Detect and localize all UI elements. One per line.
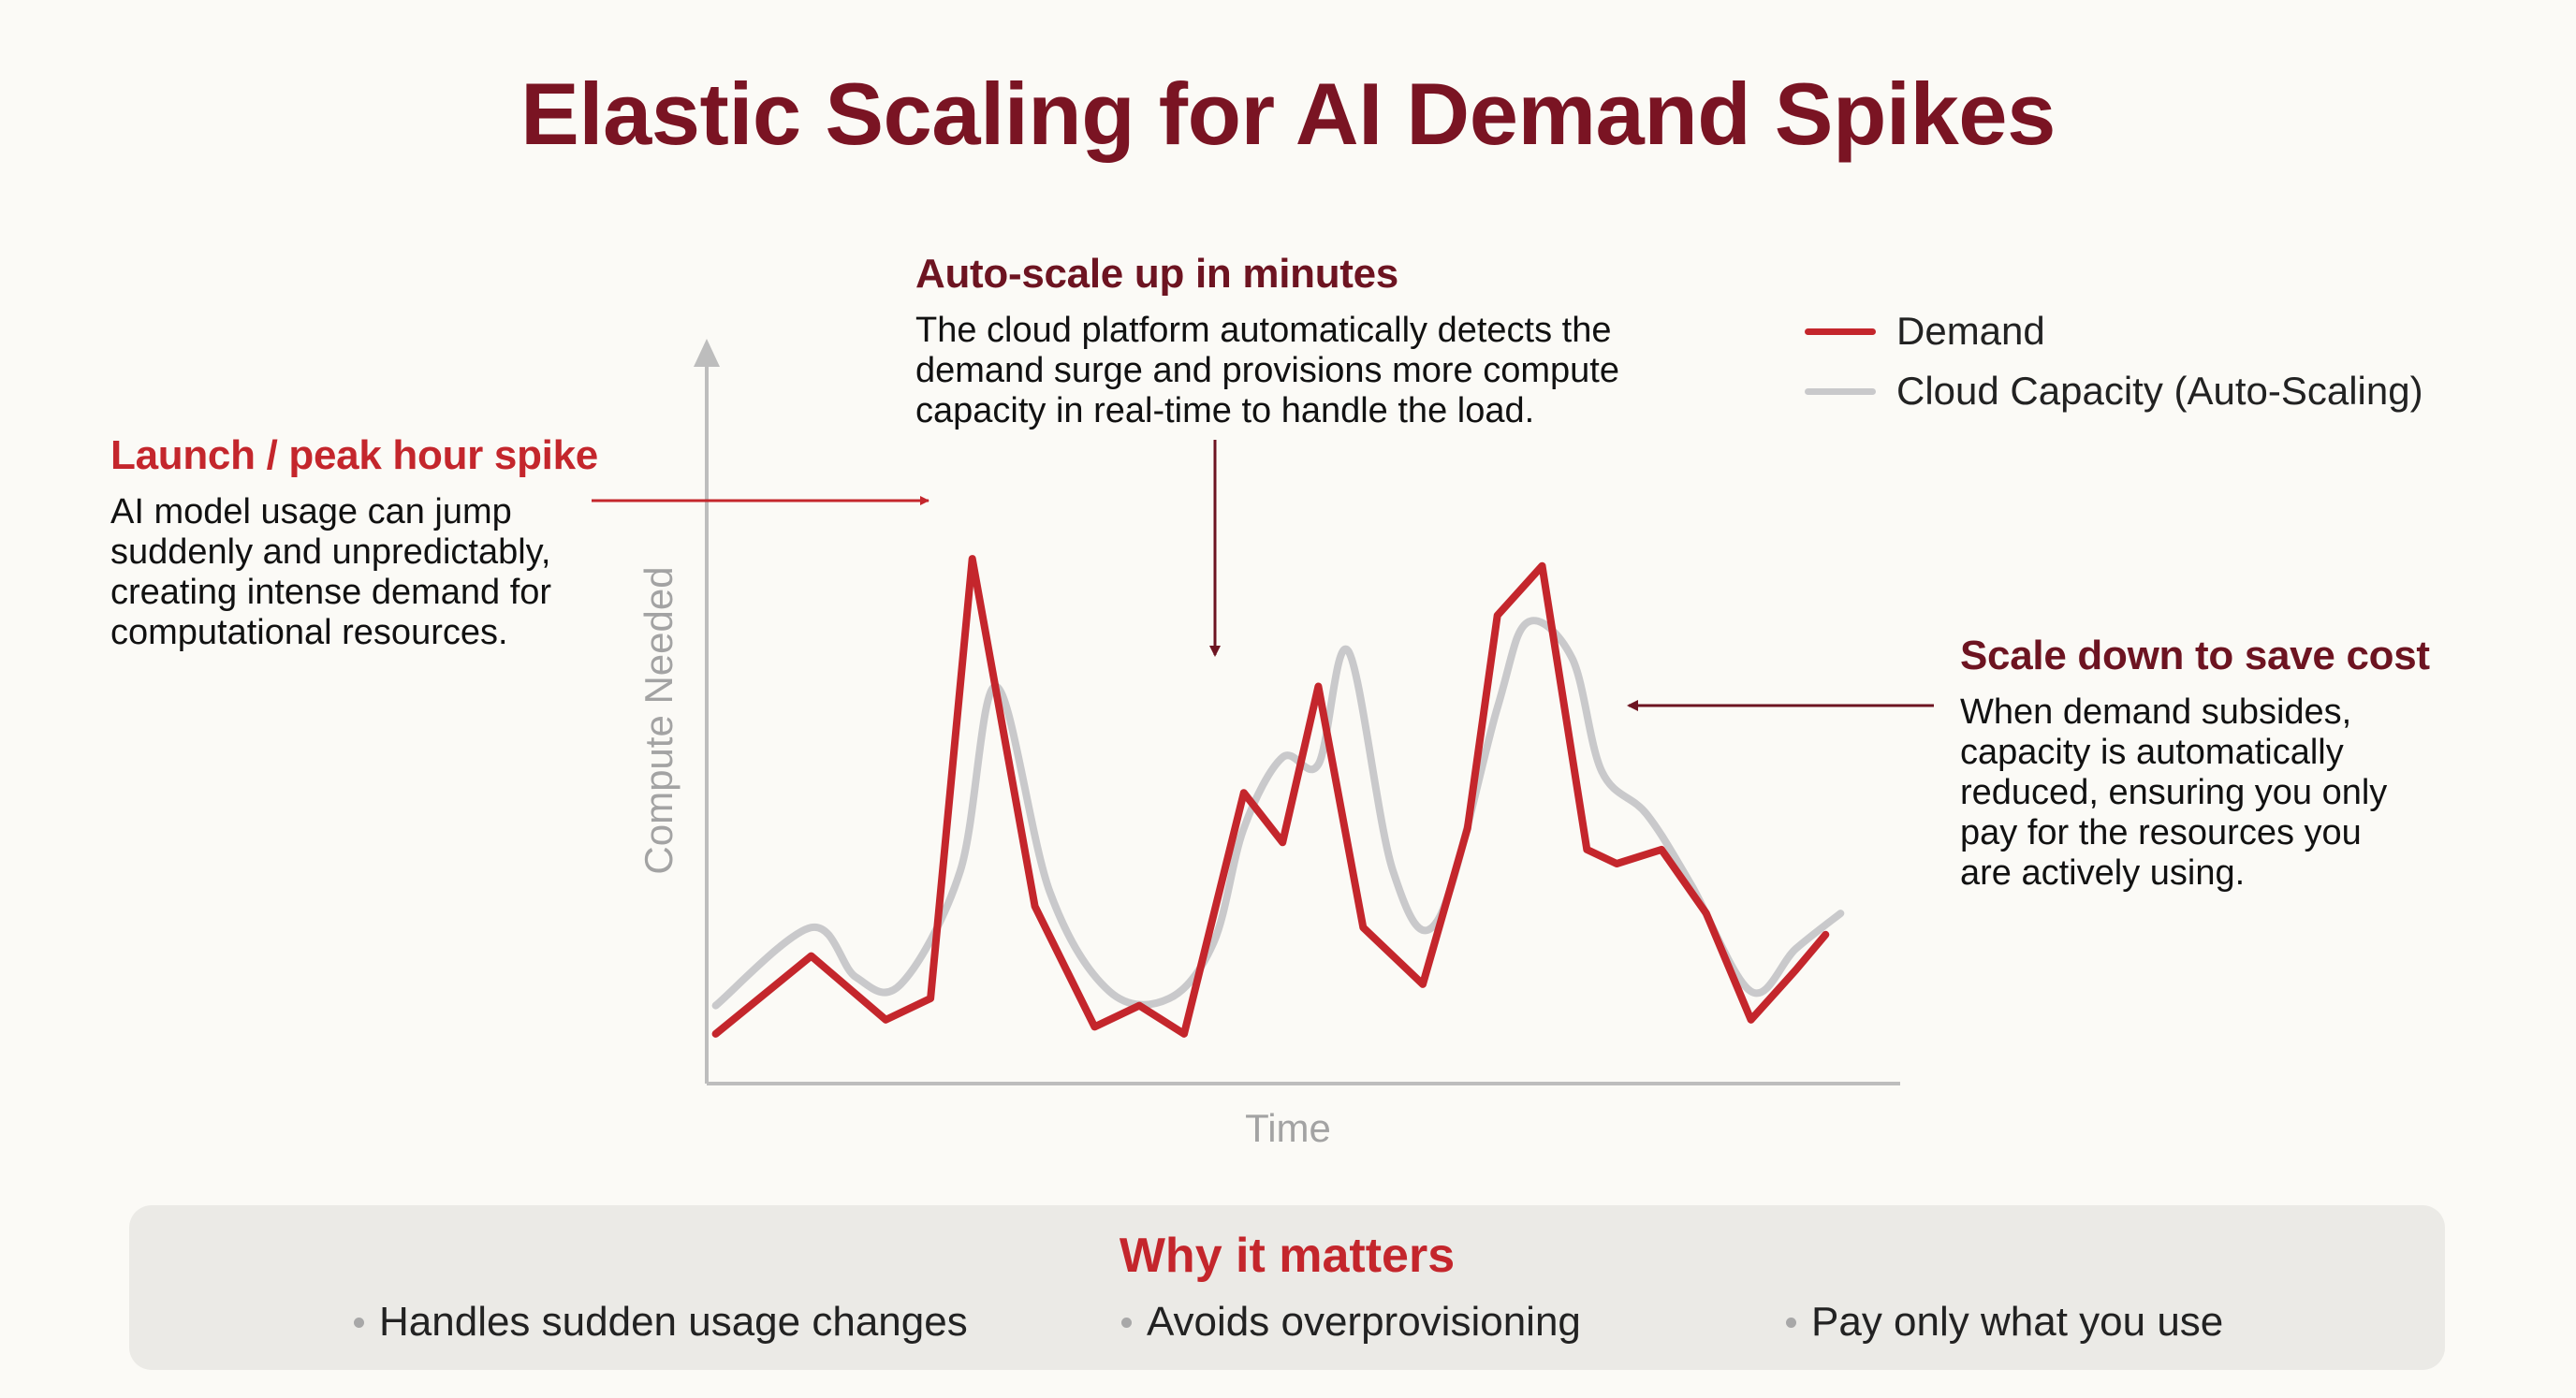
y-axis-arrow bbox=[694, 339, 720, 367]
legend-item-capacity: Cloud Capacity (Auto-Scaling) bbox=[1805, 361, 2423, 421]
annotation-scaledown-line: When demand subsides, bbox=[1960, 692, 2352, 732]
page-title: Elastic Scaling for AI Demand Spikes bbox=[520, 65, 2056, 163]
annotation-scaledown-line: capacity is automatically bbox=[1960, 733, 2344, 772]
annotation-scaledown-heading: Scale down to save cost bbox=[1960, 633, 2430, 678]
annotation-autoscale-heading: Auto-scale up in minutes bbox=[915, 251, 1398, 297]
annotation-autoscale-line: demand surge and provisions more compute bbox=[915, 351, 1619, 390]
annotation-launch-line: AI model usage can jump bbox=[110, 492, 512, 532]
why-it-matters-panel: Why it matters Handles sudden usage chan… bbox=[129, 1205, 2445, 1370]
annotation-scaledown: Scale down to save cost When demand subs… bbox=[1960, 633, 2484, 894]
legend-swatch-capacity bbox=[1805, 387, 1876, 395]
legend-label-capacity: Cloud Capacity (Auto-Scaling) bbox=[1896, 369, 2423, 413]
annotation-launch-spike: Launch / peak hour spike AI model usage … bbox=[110, 432, 635, 653]
bullet-icon bbox=[1786, 1317, 1796, 1328]
panel-item-label: Handles sudden usage changes bbox=[379, 1299, 968, 1345]
annotation-scaledown-line: pay for the resources you bbox=[1960, 813, 2362, 852]
panel-item-label: Avoids overprovisioning bbox=[1147, 1299, 1581, 1345]
legend-label-demand: Demand bbox=[1896, 309, 2045, 353]
bullet-icon bbox=[1121, 1317, 1132, 1328]
annotation-scaledown-line: reduced, ensuring you only bbox=[1960, 773, 2388, 812]
panel-item: Pay only what you use bbox=[1786, 1299, 2223, 1346]
annotation-launch-body: AI model usage can jump suddenly and unp… bbox=[110, 492, 635, 653]
x-axis-label: Time bbox=[1245, 1106, 1331, 1150]
bullet-icon bbox=[354, 1317, 364, 1328]
annotation-scaledown-body: When demand subsides, capacity is automa… bbox=[1960, 692, 2484, 894]
annotation-scaledown-line: are actively using. bbox=[1960, 853, 2246, 893]
annotation-autoscale-body: The cloud platform automatically detects… bbox=[915, 311, 1739, 431]
y-axis-label: Compute Needed bbox=[637, 566, 681, 874]
annotation-autoscale-line: capacity in real-time to handle the load… bbox=[915, 391, 1535, 430]
series-line-demand bbox=[711, 555, 1830, 1038]
panel-item: Avoids overprovisioning bbox=[1121, 1299, 1581, 1346]
panel-title: Why it matters bbox=[1119, 1229, 1456, 1283]
annotation-launch-heading: Launch / peak hour spike bbox=[110, 432, 598, 478]
panel-item: Handles sudden usage changes bbox=[354, 1299, 968, 1346]
annotation-autoscale: Auto-scale up in minutes The cloud platf… bbox=[915, 251, 1739, 431]
series-line-capacity bbox=[711, 617, 1845, 1010]
chart-legend: Demand Cloud Capacity (Auto-Scaling) bbox=[1805, 301, 2423, 421]
annotation-launch-line: computational resources. bbox=[110, 613, 508, 652]
annotation-launch-line: suddenly and unpredictably, bbox=[110, 532, 551, 572]
legend-swatch-demand bbox=[1805, 328, 1876, 335]
legend-item-demand: Demand bbox=[1805, 301, 2423, 361]
annotation-autoscale-line: The cloud platform automatically detects… bbox=[915, 311, 1612, 350]
annotation-launch-line: creating intense demand for bbox=[110, 573, 552, 612]
panel-item-label: Pay only what you use bbox=[1811, 1299, 2224, 1345]
